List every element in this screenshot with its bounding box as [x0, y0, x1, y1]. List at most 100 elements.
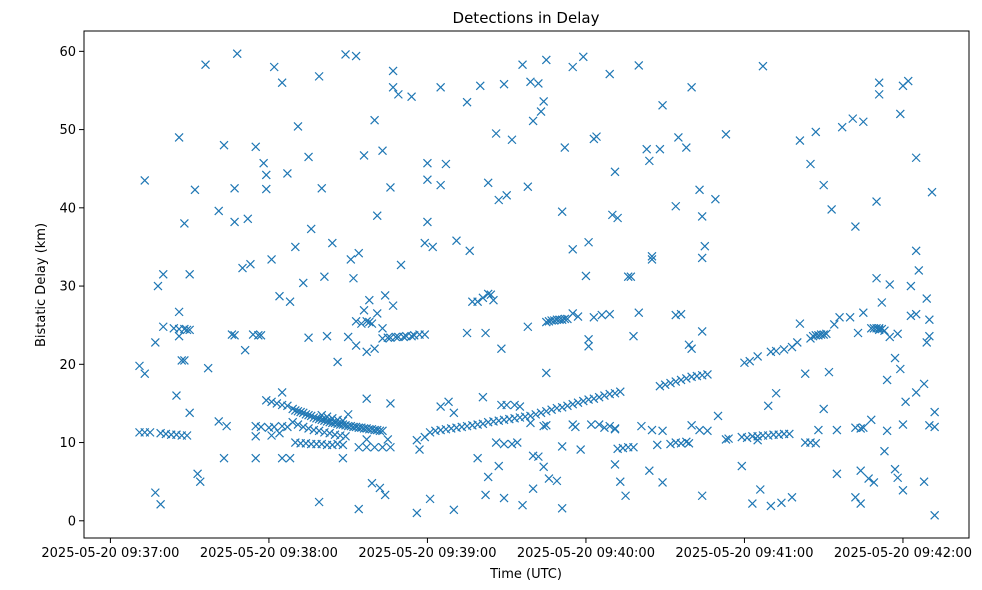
data-point	[452, 236, 461, 246]
data-point	[613, 213, 623, 223]
data-point	[399, 332, 409, 342]
data-point	[214, 206, 224, 216]
data-point	[771, 346, 781, 356]
data-point	[293, 406, 303, 416]
data-point	[930, 422, 940, 432]
x-tick-label: 2025-05-20 09:39:00	[358, 546, 496, 561]
data-point	[179, 355, 189, 365]
data-point	[541, 420, 551, 430]
data-points	[135, 49, 940, 520]
data-point	[924, 420, 934, 430]
x-tick-label: 2025-05-20 09:37:00	[41, 546, 179, 561]
y-tick-label: 40	[59, 201, 76, 216]
y-axis-label: Bistatic Delay (km)	[34, 223, 49, 347]
data-point	[423, 175, 432, 185]
data-point	[391, 332, 401, 342]
data-point	[676, 309, 686, 319]
data-point	[766, 501, 776, 511]
data-point	[584, 341, 594, 351]
data-point	[478, 392, 488, 402]
data-point	[647, 255, 657, 264]
data-point	[156, 499, 166, 509]
data-point	[911, 309, 921, 319]
x-axis: 2025-05-20 09:37:00 2025-05-20 09:38:00 20…	[41, 538, 972, 561]
data-point	[911, 246, 921, 256]
data-point	[697, 212, 707, 221]
data-point	[644, 156, 654, 166]
data-point	[647, 251, 657, 261]
data-point	[267, 397, 276, 407]
y-tick-label: 10	[59, 436, 76, 451]
data-point	[232, 49, 242, 59]
data-point	[317, 183, 327, 193]
data-point	[695, 425, 704, 435]
data-point	[880, 446, 889, 456]
data-point	[626, 272, 636, 282]
data-point	[372, 211, 382, 221]
data-point	[914, 265, 924, 275]
data-point	[393, 89, 403, 99]
data-point	[174, 331, 184, 341]
data-point	[787, 492, 797, 502]
data-point	[491, 438, 501, 447]
data-point	[610, 460, 620, 469]
data-point	[312, 413, 321, 423]
data-point	[423, 158, 432, 168]
data-point	[901, 397, 911, 407]
data-point	[502, 190, 512, 200]
data-point	[895, 364, 905, 374]
data-point	[576, 445, 586, 455]
data-point	[322, 412, 332, 422]
data-point	[317, 410, 327, 420]
data-point	[703, 370, 712, 379]
data-point	[494, 461, 504, 471]
data-point	[425, 494, 435, 504]
data-point	[531, 409, 541, 419]
data-point	[367, 478, 377, 488]
data-point	[346, 255, 356, 264]
data-point	[594, 392, 604, 402]
data-point	[539, 462, 549, 472]
data-point	[319, 416, 329, 426]
data-point	[832, 425, 842, 435]
data-point	[306, 224, 316, 234]
data-point	[269, 62, 279, 72]
data-point	[473, 297, 483, 307]
data-point	[343, 332, 353, 342]
data-point	[919, 379, 929, 389]
data-point	[927, 187, 937, 197]
data-point	[383, 434, 393, 444]
data-point	[272, 399, 282, 408]
data-point	[684, 340, 694, 350]
data-point	[256, 422, 266, 432]
data-point	[380, 490, 390, 500]
data-point	[407, 92, 417, 102]
data-point	[552, 476, 562, 486]
data-point	[671, 377, 681, 386]
data-point	[687, 420, 697, 430]
data-point	[325, 428, 335, 438]
data-point	[898, 485, 908, 495]
x-tick-label: 2025-05-20 09:42:00	[834, 546, 972, 561]
data-point	[182, 431, 192, 440]
data-point	[544, 474, 554, 483]
data-point	[420, 238, 430, 248]
data-point	[269, 422, 279, 432]
data-point	[174, 132, 184, 142]
data-point	[261, 184, 271, 194]
data-point	[412, 435, 422, 445]
data-point	[407, 331, 417, 341]
data-point	[557, 442, 567, 451]
data-point	[256, 330, 266, 340]
data-point	[676, 375, 686, 385]
data-point	[795, 136, 805, 145]
data-point	[362, 394, 372, 404]
data-point	[140, 176, 150, 185]
data-point	[304, 410, 313, 420]
data-point	[153, 281, 163, 291]
data-point	[172, 391, 181, 401]
data-point	[811, 438, 821, 448]
data-point	[145, 427, 155, 437]
data-point	[824, 367, 834, 377]
data-point	[787, 342, 797, 352]
